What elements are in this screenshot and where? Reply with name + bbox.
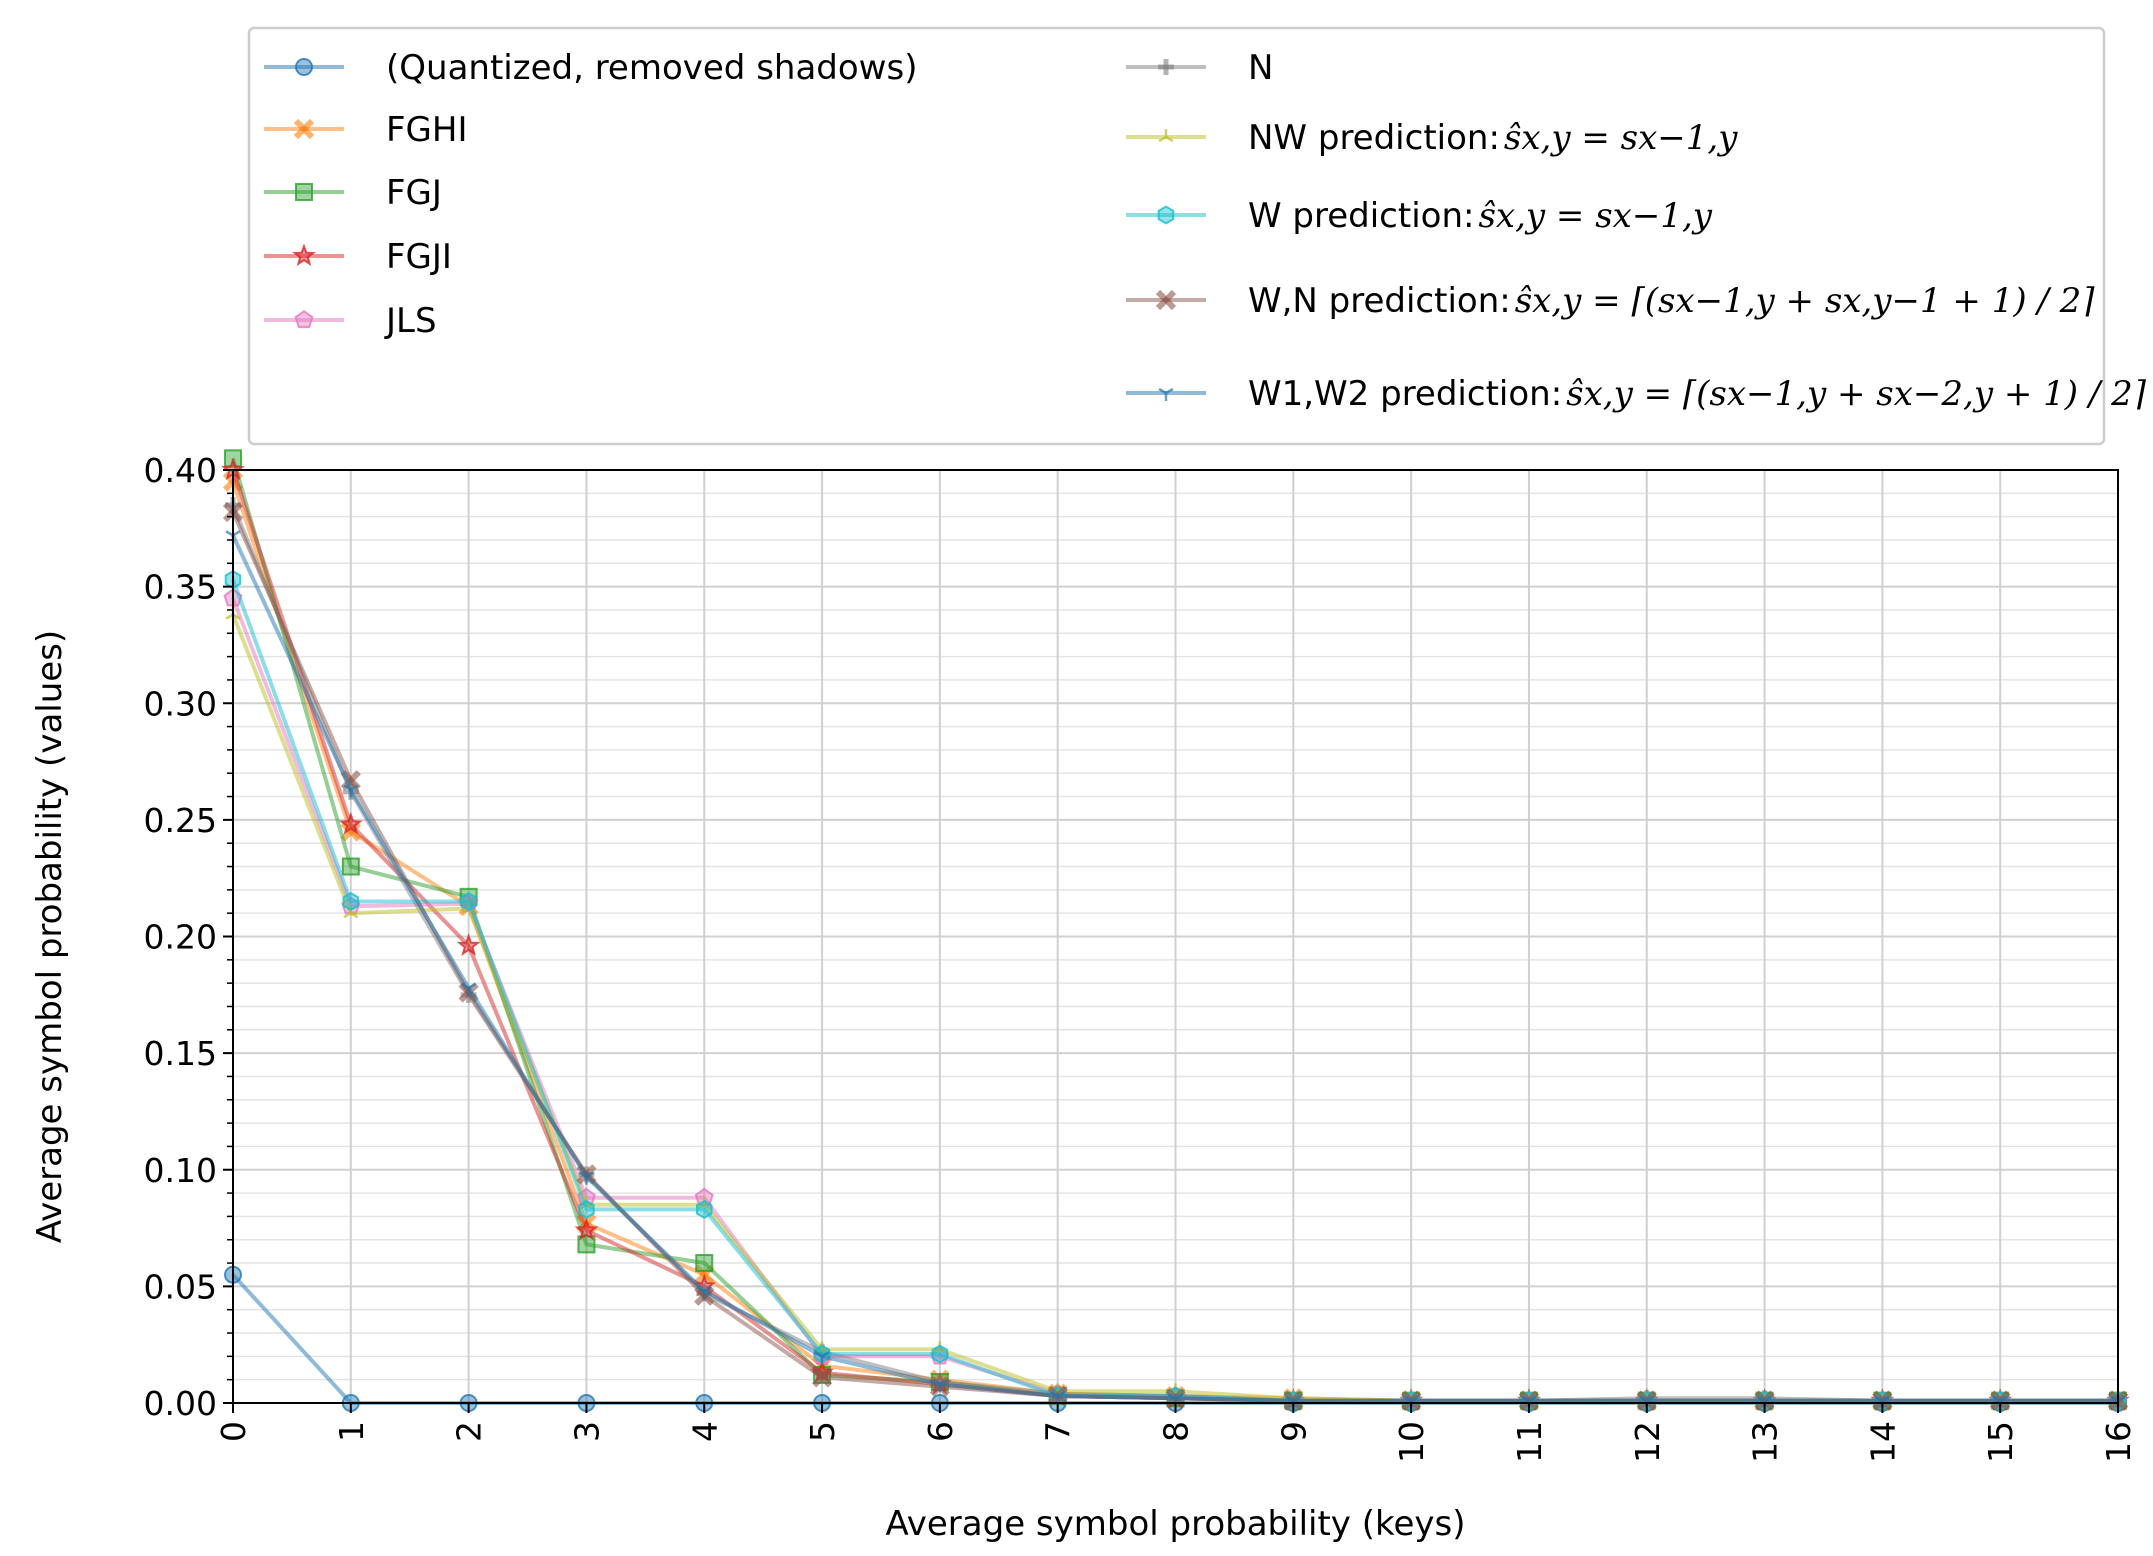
series-layer [221,449,2130,1412]
legend-marker [1158,59,1174,75]
y-tick-label: 0.15 [144,1034,217,1073]
legend-math: ŝx,y = sx−1,y [1504,118,1738,158]
x-tick-label: 11 [1510,1421,1549,1463]
legend-label: FGHI [386,110,468,150]
x-tick-label: 12 [1628,1421,1667,1463]
legend-item: FGJ [264,173,442,213]
y-tick-label: 0.20 [144,918,217,957]
data-point [460,891,477,912]
y-tick-label: 0.00 [144,1384,217,1423]
data-point [695,1254,714,1273]
y-tick-label: 0.25 [144,801,217,840]
y-tick-label: 0.10 [144,1151,217,1190]
x-tick-label: 10 [1392,1421,1431,1463]
x-tick-label: 8 [1157,1421,1196,1442]
x-tick-label: 4 [685,1421,724,1442]
x-tick-label: 7 [1039,1421,1078,1442]
legend-marker [1155,289,1177,311]
legend-box [247,26,2106,446]
x-axis-label: Average symbol probability (keys) [886,1504,1466,1544]
data-point [931,1344,949,1364]
legend-label: W prediction: [1248,196,1474,236]
x-tick-label: 3 [567,1421,606,1442]
ticks: 0.000.050.100.150.200.250.300.350.400 1 2 3… [144,451,2138,1463]
x-tick-label: 0 [214,1421,253,1442]
y-tick-label: 0.30 [144,684,217,723]
legend-item: W,N prediction: ŝx,y = ⌈(sx−1,y + sx,y−1… [1126,281,2095,321]
legend-marker [1157,205,1175,225]
data-point [461,982,477,996]
legend: (Quantized, removed shadows) FGHI FGJ FGJI J… [247,26,2147,446]
x-tick-label: 6 [921,1421,960,1442]
legend-marker [294,309,314,329]
data-point [696,1285,712,1300]
legend-item: NW prediction: ŝx,y = sx−1,y [1126,118,1738,158]
data-point [578,1199,595,1219]
data-point [341,857,360,876]
legend-marker [295,183,313,201]
data-point [577,1235,596,1254]
x-tick-label: 16 [2099,1421,2138,1463]
grid [232,469,2119,1404]
data-point [814,1351,830,1365]
legend-marker [293,118,315,140]
data-point [696,1199,713,1219]
legend-math: ŝx,y = sx−1,y [1478,196,1712,236]
legend-item: W1,W2 prediction: ŝx,y = ⌈(sx−1,y + sx−2… [1126,374,2147,414]
legend-item: FGJI [264,237,452,277]
data-point [456,933,481,956]
legend-item: (Quantized, removed shadows) [264,48,917,88]
legend-marker [1158,387,1174,401]
x-tick-label: 5 [803,1421,842,1442]
data-point [338,811,363,835]
legend-label: JLS [384,301,437,341]
legend-label: (Quantized, removed shadows) [386,48,917,88]
data-point [343,784,359,798]
legend-marker [292,243,316,267]
data-point [340,821,361,842]
data-point [342,891,360,912]
legend-label: W1,W2 prediction: [1248,374,1562,414]
legend-math: ŝx,y = ⌈(sx−1,y + sx−2,y + 1) / 2⌉ [1566,374,2147,414]
x-tick-label: 2 [450,1421,489,1442]
x-tick-label: 1 [332,1421,371,1442]
legend-marker [295,58,313,76]
legend-label: W,N prediction: [1248,281,1511,321]
x-tick-label: 9 [1274,1421,1313,1442]
data-point [811,1367,833,1388]
x-tick-label: 13 [1746,1421,1785,1463]
legend-label: FGJI [386,237,452,277]
legend-item: W prediction: ŝx,y = sx−1,y [1126,196,1713,236]
legend-label: FGJ [386,173,442,213]
legend-label: N [1248,48,1273,88]
y-tick-label: 0.35 [144,568,217,607]
data-point [574,1217,599,1241]
y-tick-label: 0.40 [144,451,217,490]
y-tick-label: 0.05 [144,1267,217,1306]
legend-item: N [1126,48,1273,88]
legend-item: JLS [264,301,437,341]
y-axis-label: Average symbol probability (values) [30,630,70,1243]
data-point [578,1171,595,1185]
legend-marker [1158,129,1174,143]
legend-label: NW prediction: [1248,118,1500,158]
legend-item: FGHI [264,110,468,150]
legend-math: ŝx,y = ⌈(sx−1,y + sx,y−1 + 1) / 2⌉ [1515,281,2096,321]
data-point [932,1379,948,1393]
x-tick-label: 14 [1863,1421,1902,1463]
x-tick-label: 15 [1981,1421,2020,1463]
